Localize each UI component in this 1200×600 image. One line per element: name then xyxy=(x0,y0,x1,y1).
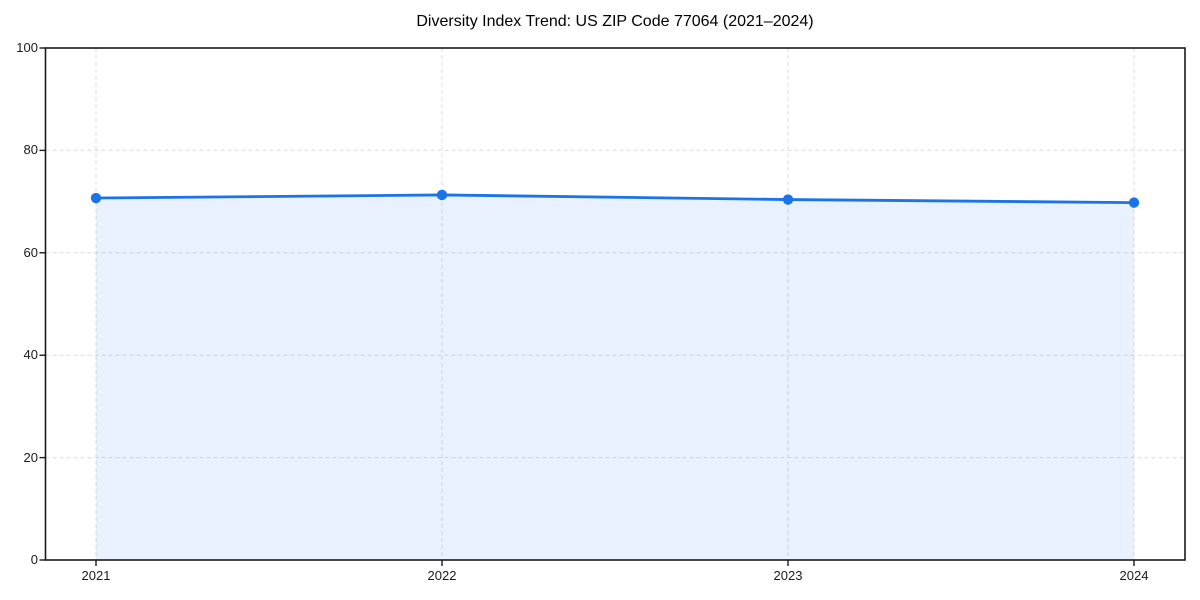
x-tick-label: 2024 xyxy=(1119,568,1149,583)
data-point-marker xyxy=(1128,197,1140,208)
y-tick-label: 60 xyxy=(23,244,38,260)
y-tick-label: 20 xyxy=(23,449,38,465)
plot-border xyxy=(44,47,1186,561)
x-tick-label: 2021 xyxy=(81,568,111,583)
y-tick-label: 80 xyxy=(23,142,38,158)
data-point-marker xyxy=(436,189,448,201)
trend-line xyxy=(94,193,1136,205)
y-tick-label: 0 xyxy=(30,552,38,567)
y-tick-label: 100 xyxy=(16,40,38,55)
chart-title: Diversity Index Trend: US ZIP Code 77064… xyxy=(416,13,814,30)
x-tick-label: 2022 xyxy=(427,568,457,583)
data-point-marker xyxy=(782,194,794,205)
y-tick-label: 40 xyxy=(23,347,38,363)
data-point-marker xyxy=(90,192,102,204)
area-fill xyxy=(96,194,1134,560)
x-tick-label: 2023 xyxy=(773,568,803,583)
